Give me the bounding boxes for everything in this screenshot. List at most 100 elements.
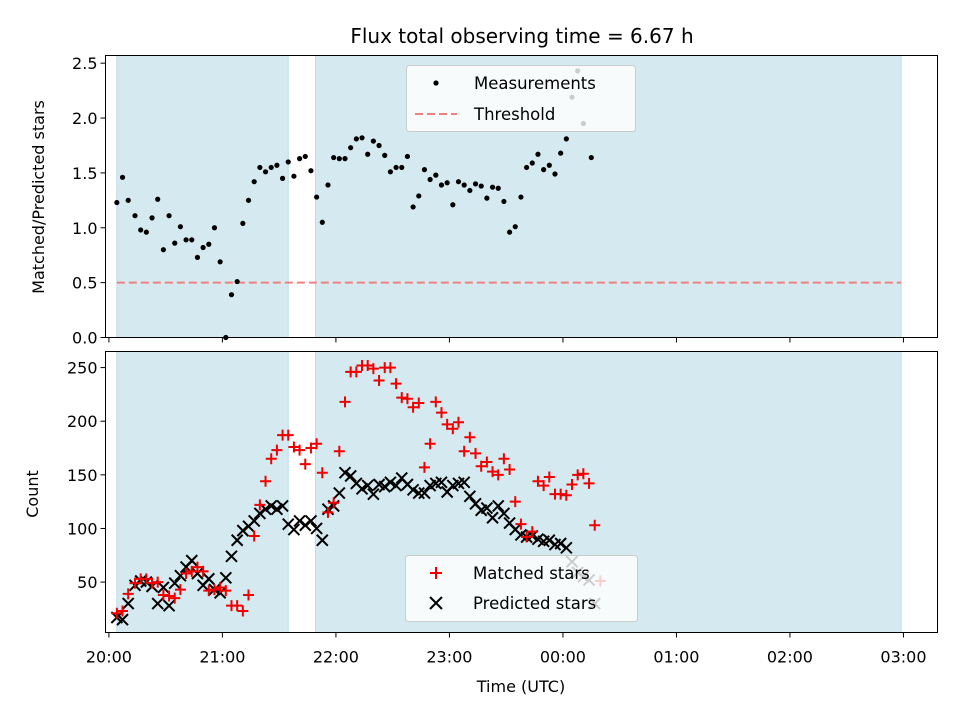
predicted-star-point (270, 502, 284, 516)
predicted-star-point (168, 576, 181, 590)
measurement-point (529, 160, 535, 166)
y-tick-label: 2.0 (72, 109, 97, 128)
legend-predicted-label: Predicted stars (473, 594, 596, 613)
measurement-point (194, 254, 201, 260)
predicted-star-point (225, 550, 238, 563)
matched-star-point (288, 441, 300, 453)
predicted-star-point (157, 581, 170, 594)
ratio-panel: 0.0 0.5 1.0 1.5 2.0 2.5 Matched/Predicted sta… (29, 54, 938, 348)
measurement-point (251, 179, 257, 185)
matched-star-point (305, 442, 317, 454)
time-axis-title: Time (UTC) (476, 677, 565, 696)
matched-star-point (180, 568, 192, 580)
measurement-point (370, 138, 376, 144)
matched-star-point (470, 447, 482, 459)
measurement-point (331, 154, 337, 161)
predicted-star-point (191, 567, 204, 580)
measurement-point (506, 229, 513, 235)
matched-star-point (566, 478, 578, 490)
predicted-star-point (230, 534, 244, 547)
measurement-point (467, 187, 473, 194)
x-tick-label: 21:00 (199, 648, 245, 667)
matched-star-point (271, 444, 283, 456)
observing-interval (116, 351, 289, 633)
measurement-point (160, 247, 166, 253)
measurement-point (291, 173, 297, 179)
matched-star-point (117, 605, 129, 617)
measurement-point (552, 171, 558, 177)
matched-star-point (231, 600, 243, 612)
legend-measurements-label: Measurements (474, 74, 596, 93)
matched-star-point (526, 526, 538, 538)
measurement-point (501, 198, 507, 205)
predicted-star-point (185, 554, 198, 567)
legend-measurement-marker (433, 80, 439, 86)
ratio-axis-title: Matched/Predicted stars (29, 100, 48, 294)
measurement-point (359, 135, 365, 141)
y-tick-label: 200 (67, 412, 98, 431)
predicted-star-point (310, 522, 323, 535)
measurement-point (166, 213, 172, 219)
matched-star-point (362, 359, 374, 371)
matched-star-point (373, 374, 385, 386)
chart-title: Flux total observing time = 6.67 h (350, 24, 693, 48)
matched-star-point (367, 363, 379, 375)
matched-star-point (333, 445, 345, 457)
measurement-point (262, 169, 269, 175)
matched-star-point (424, 438, 436, 450)
matched-star-point (509, 496, 521, 508)
x-tick-label: 00:00 (540, 648, 586, 667)
matched-star-point (521, 531, 533, 543)
predicted-star-point (486, 511, 499, 524)
predicted-star-point (219, 571, 233, 585)
matched-star-point (492, 469, 504, 481)
matched-star-point (441, 418, 453, 430)
matched-star-point (169, 592, 181, 604)
counts-legend: Matched stars Predicted stars (405, 555, 638, 622)
measurement-point (484, 195, 490, 201)
measurement-point (524, 164, 530, 171)
measurement-point (382, 152, 388, 158)
measurement-point (149, 215, 155, 221)
matched-star-point (129, 577, 141, 589)
matched-star-point (220, 585, 232, 597)
ratio-legend-box (406, 65, 636, 132)
measurement-point (240, 220, 246, 226)
predicted-star-point (121, 597, 135, 610)
x-tick-label: 02:00 (767, 648, 813, 667)
predicted-star-point (247, 514, 261, 528)
measurement-point (546, 162, 552, 168)
matched-star-point (316, 467, 328, 479)
matched-star-point (515, 518, 527, 530)
matched-star-point (401, 393, 413, 405)
predicted-star-point (406, 483, 420, 497)
measurement-point (319, 219, 325, 225)
predicted-star-point (418, 486, 431, 500)
y-tick-label: 250 (67, 359, 98, 378)
measurement-point (478, 183, 484, 189)
measurement-point (348, 145, 354, 151)
matched-star-point (396, 392, 408, 404)
matched-star-point (339, 396, 351, 408)
predicted-star-point (316, 534, 329, 547)
measurement-point (427, 176, 433, 183)
measurement-point (285, 159, 291, 165)
matched-star-point (299, 458, 311, 470)
x-tick-label: 01:00 (653, 648, 699, 667)
measurement-point (217, 259, 223, 265)
legend-matched-label: Matched stars (473, 564, 590, 583)
predicted-star-point (344, 469, 357, 483)
predicted-star-point (560, 541, 573, 554)
y-tick-label: 0.5 (72, 274, 97, 293)
predicted-star-point (412, 486, 425, 500)
matched-star-point (140, 573, 152, 585)
measurement-point (228, 292, 235, 298)
measurement-point (421, 167, 428, 173)
measurement-point (245, 197, 252, 203)
predicted-star-point (116, 613, 129, 626)
matched-star-point (328, 497, 340, 509)
matched-star-point (390, 378, 402, 390)
predicted-star-point (435, 476, 448, 489)
measurement-point (268, 164, 274, 171)
measurement-point (234, 278, 240, 285)
